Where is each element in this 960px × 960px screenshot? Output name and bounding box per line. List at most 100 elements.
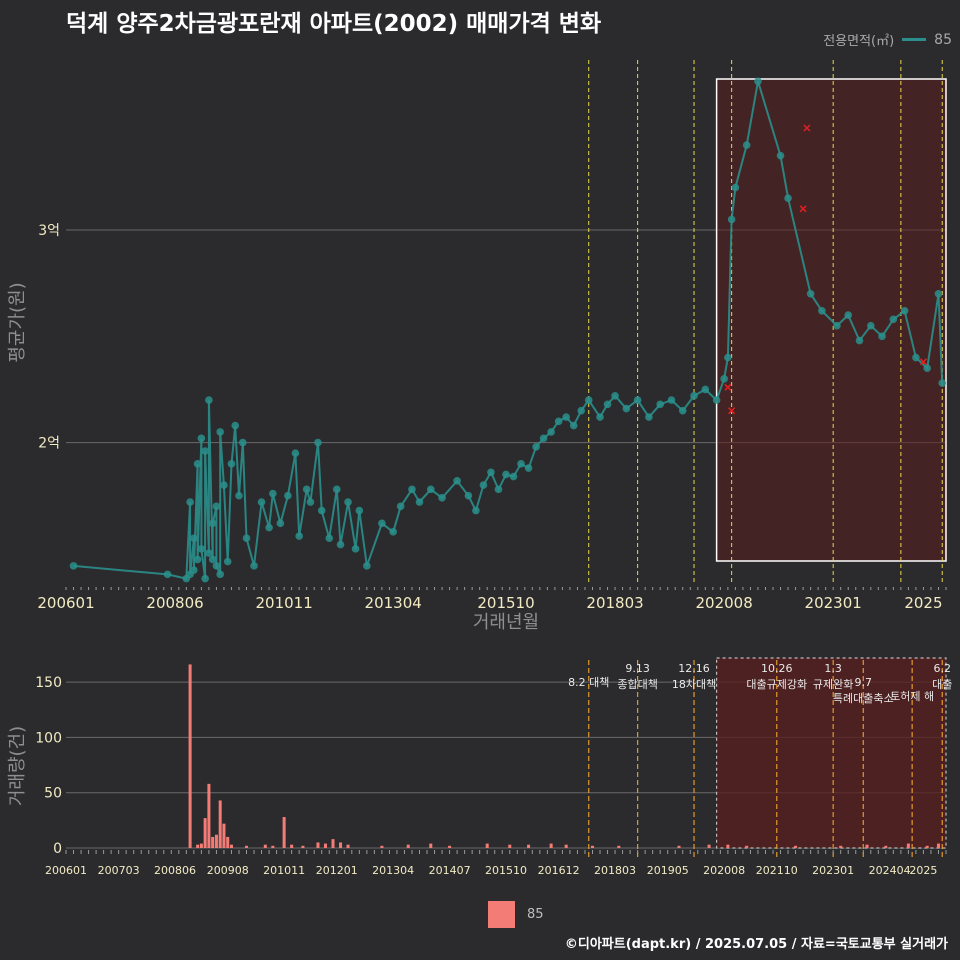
price-point — [724, 353, 732, 362]
legend-bar-swatch — [488, 901, 515, 928]
volume-bar — [207, 783, 211, 848]
chart-title: 덕계 양주2차금광포란재 아파트(2002) 매매가격 변화 — [66, 11, 602, 37]
volume-bar — [203, 818, 207, 848]
price-point — [453, 477, 461, 485]
x-tick-label-bottom: 200908 — [207, 864, 249, 877]
volume-bar — [323, 843, 327, 848]
volume-bar — [188, 664, 192, 848]
volume-bar — [884, 845, 888, 848]
price-point — [250, 562, 258, 570]
volume-bar — [726, 844, 730, 848]
y-tick-label-bottom: 50 — [44, 786, 62, 802]
source-caption: ©디아파트(dapt.kr) / 2025.07.05 / 자료=국토교통부 실… — [564, 937, 948, 952]
price-point — [227, 460, 236, 468]
volume-bar — [222, 823, 226, 848]
price-point — [378, 519, 386, 528]
volume-bar — [906, 843, 910, 848]
price-point — [577, 406, 586, 415]
volume-bar — [196, 844, 200, 848]
price-point — [502, 470, 510, 479]
price-point — [208, 555, 217, 564]
price-point — [912, 353, 920, 362]
price-point — [306, 498, 315, 506]
price-point — [855, 336, 864, 345]
volume-bar — [301, 845, 305, 848]
x-tick-label-bottom: 201905 — [647, 864, 689, 877]
price-point — [532, 443, 540, 451]
price-point — [539, 434, 548, 443]
price-point — [325, 534, 334, 543]
x-tick-label-bottom: 201201 — [316, 864, 358, 877]
volume-bar — [590, 845, 594, 848]
price-point — [494, 485, 503, 494]
x-tick-label-bottom: 200806 — [154, 864, 196, 877]
policy-label: 대출 — [932, 678, 952, 691]
volume-bar — [485, 843, 489, 848]
outlier-mark — [803, 124, 811, 132]
price-point — [509, 472, 518, 481]
price-point — [295, 532, 303, 540]
price-point — [720, 375, 728, 383]
x-tick-label-bottom: 201612 — [538, 864, 580, 877]
volume-bar — [211, 836, 215, 848]
x-tick-label-bottom: 2025 — [909, 864, 937, 877]
volume-bar — [527, 844, 531, 848]
price-point — [878, 332, 886, 341]
price-point — [396, 502, 405, 511]
price-point — [554, 417, 563, 426]
price-point — [212, 502, 221, 511]
y-tick-label-bottom: 0 — [53, 841, 62, 857]
price-point — [889, 315, 898, 324]
price-point — [645, 413, 653, 421]
price-point — [524, 464, 533, 472]
policy-label: 10.26 — [761, 662, 793, 675]
price-point — [701, 385, 710, 394]
outlier-mark — [728, 407, 736, 415]
price-point — [363, 562, 371, 570]
price-point — [291, 449, 300, 458]
price-point — [818, 307, 826, 315]
legend-price: 전용면적(㎡) 85 — [823, 30, 952, 50]
volume-bar — [229, 844, 233, 848]
volume-bar — [199, 843, 203, 848]
x-tick-label-bottom: 201304 — [372, 864, 414, 877]
price-point — [223, 557, 232, 566]
price-point — [833, 321, 841, 330]
volume-bar — [794, 845, 798, 848]
price-point — [923, 364, 931, 372]
x-tick-label-bottom: 202301 — [812, 864, 854, 877]
price-point — [784, 194, 792, 202]
price-point — [190, 566, 198, 574]
volume-bar — [448, 845, 452, 848]
price-point — [336, 540, 345, 549]
x-tick-label-bottom: 201011 — [263, 864, 305, 877]
volume-bar — [218, 800, 222, 848]
policy-label: 6.2 — [933, 662, 951, 675]
y-tick-label: 2억 — [38, 436, 60, 452]
policy-label: 종합대책 — [617, 678, 657, 691]
price-point — [163, 570, 172, 579]
x-tick-label: 200601 — [37, 594, 94, 612]
price-point — [201, 574, 209, 583]
price-point — [284, 491, 292, 500]
x-tick-label: 200806 — [146, 594, 203, 612]
volume-bar — [925, 845, 929, 848]
policy-label: 18차대책 — [672, 678, 716, 691]
y-axis-title-bottom: 거래량(건) — [7, 726, 28, 806]
legend-label: 전용면적(㎡) — [823, 34, 895, 49]
price-point — [355, 506, 364, 515]
x-tick-label-bottom: 202110 — [756, 864, 798, 877]
x-tick-label-bottom: 200703 — [98, 864, 140, 877]
highlight-region-bottom — [715, 657, 947, 849]
price-point — [584, 396, 593, 404]
price-point — [190, 534, 198, 543]
price-point — [934, 290, 943, 298]
policy-label: 규제완화 — [813, 678, 853, 691]
price-point — [472, 506, 480, 515]
price-point — [302, 485, 311, 494]
volume-bar — [508, 844, 512, 848]
outlier-mark — [799, 205, 807, 213]
x-tick-label-bottom: 200601 — [45, 864, 87, 877]
price-point — [269, 489, 277, 498]
